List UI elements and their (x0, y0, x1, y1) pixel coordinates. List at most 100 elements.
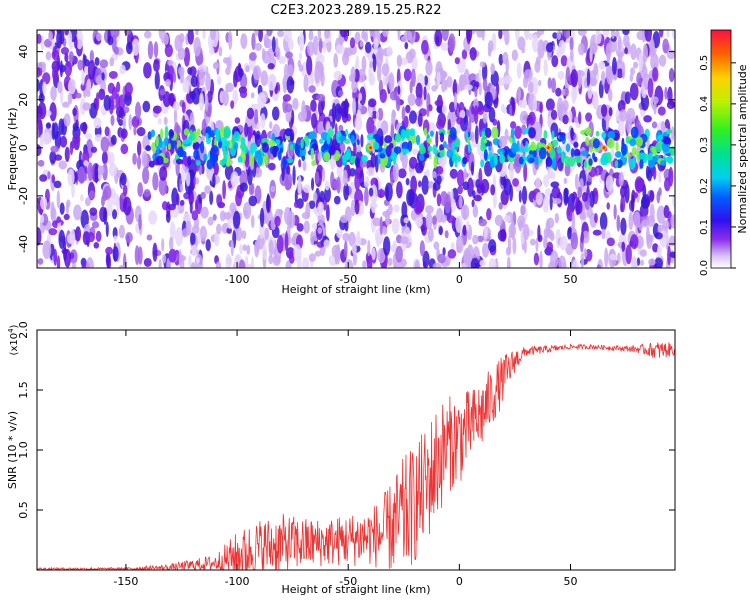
spectrogram-blob (93, 117, 102, 129)
spectrogram-band-blob (145, 145, 152, 152)
spectrogram-band-blob (538, 147, 547, 160)
spectrogram-blob (583, 248, 588, 258)
spectrogram-blob (424, 75, 429, 86)
spectrogram-blob (67, 78, 76, 95)
spectrogram-blob (606, 202, 610, 210)
spectrogram-blob (285, 51, 293, 59)
spectrogram-blob (97, 165, 105, 175)
spectrogram-blob (105, 246, 114, 255)
spectrogram-blob (440, 42, 449, 51)
spectrogram-blob (188, 189, 194, 206)
spectrogram-blob (276, 234, 284, 254)
spectrogram-blob (356, 145, 362, 153)
spectrogram-band-blob (169, 130, 174, 137)
spectrogram-band-blob (215, 128, 220, 142)
spectrogram-blob (39, 174, 48, 182)
spectrogram-blob (330, 171, 335, 189)
spectrogram-band-blob (196, 128, 201, 137)
spectrogram-blob (77, 166, 86, 184)
spectrogram-blob (250, 92, 255, 99)
spectrogram-blob (608, 107, 613, 117)
spectrogram-band-blob (175, 158, 183, 165)
spectrogram-blob (498, 30, 503, 40)
spectrogram-blob (666, 30, 670, 38)
spectrogram-blob (77, 59, 84, 71)
spectrogram-blob (620, 217, 627, 236)
spectrogram-blob (459, 109, 466, 119)
spectrogram-ylabel: Frequency (Hz) (6, 108, 19, 191)
spectrogram-blob (504, 30, 510, 46)
spectrogram-blob (512, 178, 520, 187)
spectrogram-blob (316, 93, 326, 102)
spectrogram-band-blob (147, 131, 152, 140)
spectrogram-band-blob (384, 135, 393, 144)
spectrogram-blob (396, 54, 402, 68)
spectrogram-blob (94, 134, 103, 142)
spectrogram-blob (204, 185, 211, 194)
spectrogram-blob (614, 30, 620, 38)
spectrogram-blob (37, 33, 42, 44)
spectrogram-band-blob (606, 137, 615, 149)
spectrogram-band-blob (429, 130, 434, 137)
spectrogram-blob (219, 210, 226, 222)
spectrogram-blob (667, 245, 672, 266)
spectrogram-blob (342, 169, 348, 187)
spectrogram-blob (461, 204, 470, 220)
spectrogram-blob (232, 70, 238, 88)
spectrogram-band-blob (323, 151, 331, 162)
spectrogram-blob (444, 79, 448, 91)
spectrogram-blob (199, 225, 207, 242)
spectrogram-blob (314, 63, 321, 84)
spectrogram-blob (158, 176, 168, 196)
spectrogram-band-blob (289, 143, 294, 151)
spectrogram-blob (571, 84, 578, 101)
spectrogram-blob (60, 47, 70, 55)
y-tick-label: 2.0 (17, 321, 30, 339)
spectrogram-band-blob (595, 130, 600, 137)
spectrogram-blob (619, 109, 628, 122)
spectrogram-band-blob (532, 150, 537, 158)
spectrogram-blob (571, 259, 579, 268)
spectrogram-blob (51, 66, 59, 82)
spectrogram-blob (431, 215, 437, 225)
spectrogram-blob (198, 68, 205, 87)
spectrogram-band-blob (195, 159, 201, 166)
spectrogram-blob (266, 30, 273, 37)
x-tick-label: 50 (564, 273, 578, 286)
spectrogram-blob (563, 30, 571, 39)
spectrogram-band-blob (620, 143, 627, 156)
spectrogram-blob (520, 204, 527, 215)
spectrogram-blob (482, 112, 488, 124)
spectrogram-blob (338, 90, 344, 97)
spectrogram-band-blob (261, 138, 270, 144)
spectrogram-blob (343, 182, 350, 201)
spectrogram-blob (188, 255, 192, 268)
spectrogram-blob (82, 121, 87, 135)
spectrogram-blob (123, 106, 130, 114)
spectrogram-blob (42, 240, 52, 260)
spectrogram-blob (75, 92, 82, 99)
spectrogram-blob (103, 94, 111, 111)
spectrogram-blob (354, 31, 361, 45)
spectrogram-blob (84, 59, 90, 67)
spectrogram-band-blob (481, 130, 486, 139)
spectrogram-blob (545, 219, 551, 238)
snr-frame (36, 329, 676, 571)
spectrogram-blob (252, 103, 261, 113)
spectrogram-blob (254, 42, 262, 51)
spectrogram-blob (252, 65, 262, 81)
spectrogram-blob (549, 232, 555, 242)
spectrogram-band-blob (625, 135, 630, 144)
spectrogram-blob (458, 74, 464, 92)
spectrogram-band-blob (223, 155, 228, 164)
spectrogram-band-blob (250, 142, 257, 153)
spectrogram-blob (286, 76, 295, 94)
spectrogram-blob (423, 86, 427, 101)
spectrogram-blob (64, 146, 70, 163)
spectrogram-blob (601, 228, 606, 240)
spectrogram-blob (564, 163, 571, 177)
spectrogram-blob (99, 59, 109, 68)
spectrogram-blob (166, 201, 171, 218)
spectrogram-blob (118, 224, 125, 239)
spectrogram-band-blob (483, 138, 488, 144)
